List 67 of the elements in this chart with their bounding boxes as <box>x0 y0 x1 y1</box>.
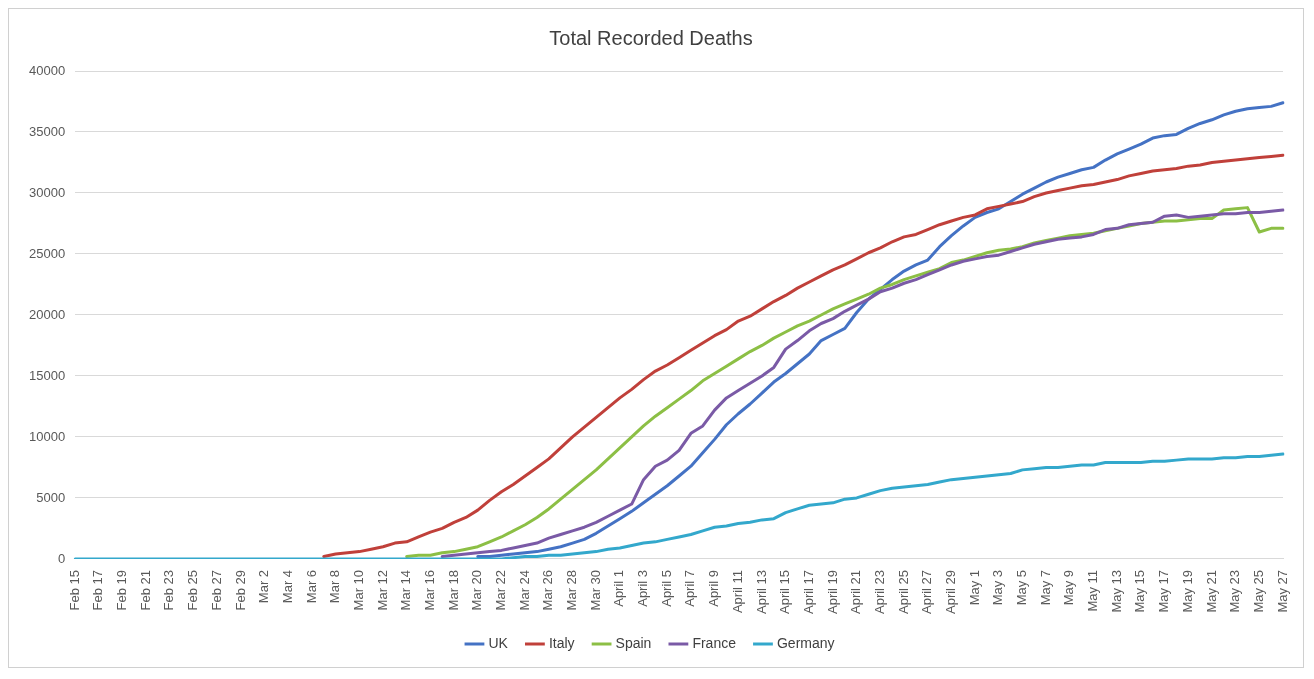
x-tick-label: May 3 <box>990 569 1006 606</box>
x-tick-label: Mar 8 <box>327 569 343 604</box>
x-tick-label: Mar 4 <box>279 569 295 604</box>
x-tick-label: April 9 <box>706 569 722 607</box>
x-tick-label: May 5 <box>1014 569 1030 606</box>
x-tick-label: Feb 15 <box>66 569 82 611</box>
x-tick-label: Feb 29 <box>232 569 248 611</box>
y-tick-label: 35000 <box>28 123 66 139</box>
x-tick-label: May 27 <box>1274 569 1290 613</box>
x-tick-label: April 23 <box>871 569 887 614</box>
x-tick-label: April 11 <box>729 569 745 614</box>
x-tick-label: April 7 <box>682 569 698 607</box>
x-tick-label: May 15 <box>1132 569 1148 613</box>
x-tick-label: Mar 18 <box>445 569 461 611</box>
y-tick-label: 20000 <box>28 306 66 322</box>
x-tick-label: Mar 26 <box>540 569 556 611</box>
x-tick-label: April 17 <box>800 569 816 614</box>
x-tick-label: April 19 <box>824 569 840 614</box>
x-tick-label: Mar 16 <box>421 569 437 611</box>
y-tick-label: 0 <box>57 550 66 566</box>
x-tick-label: May 9 <box>1061 569 1077 606</box>
y-tick-label: 25000 <box>28 245 66 261</box>
x-tick-label: Mar 6 <box>303 569 319 604</box>
y-tick-label: 30000 <box>28 184 66 200</box>
x-tick-label: May 21 <box>1203 569 1219 613</box>
x-tick-label: April 25 <box>895 569 911 614</box>
x-tick-label: May 13 <box>1108 569 1124 613</box>
y-tick-label: 10000 <box>28 428 66 444</box>
x-tick-label: Mar 14 <box>398 569 414 611</box>
x-tick-label: April 13 <box>753 569 769 614</box>
x-tick-label: Feb 21 <box>137 569 153 611</box>
chart-title: Total Recorded Deaths <box>549 26 753 49</box>
legend-label: UK <box>488 634 509 651</box>
legend-label: Italy <box>548 634 575 651</box>
x-tick-label: Mar 12 <box>374 569 390 611</box>
x-tick-label: Feb 27 <box>208 569 224 611</box>
x-tick-label: April 27 <box>919 569 935 614</box>
x-tick-label: May 23 <box>1227 569 1243 613</box>
x-tick-label: Feb 25 <box>185 569 201 611</box>
x-tick-label: Mar 2 <box>256 569 272 604</box>
x-tick-label: April 5 <box>658 569 674 607</box>
legend-label: Spain <box>615 634 652 651</box>
x-tick-label: April 15 <box>777 569 793 614</box>
x-tick-label: April 29 <box>943 569 959 614</box>
y-tick-label: 40000 <box>28 62 66 78</box>
x-tick-label: May 19 <box>1179 569 1195 613</box>
x-tick-label: May 17 <box>1156 569 1172 613</box>
x-tick-label: Feb 19 <box>114 569 130 611</box>
x-tick-label: Feb 23 <box>161 569 177 611</box>
x-tick-label: Mar 20 <box>469 569 485 611</box>
x-tick-label: Mar 24 <box>516 569 532 611</box>
x-tick-label: Mar 22 <box>493 569 509 611</box>
legend-label: France <box>692 634 737 651</box>
x-tick-label: May 1 <box>966 569 982 606</box>
x-tick-label: April 3 <box>635 569 651 607</box>
x-tick-label: May 25 <box>1250 569 1266 613</box>
y-tick-label: 5000 <box>36 489 66 505</box>
x-tick-label: Mar 30 <box>587 569 603 611</box>
x-tick-label: April 1 <box>611 569 627 607</box>
x-tick-label: April 21 <box>848 569 864 614</box>
y-tick-label: 15000 <box>28 367 66 383</box>
x-tick-label: May 11 <box>1085 569 1101 612</box>
x-tick-label: Mar 28 <box>564 569 580 611</box>
x-tick-label: Mar 10 <box>350 569 366 611</box>
x-tick-label: Feb 17 <box>90 569 106 611</box>
legend-label: Germany <box>776 634 835 651</box>
x-tick-label: May 7 <box>1037 569 1053 606</box>
